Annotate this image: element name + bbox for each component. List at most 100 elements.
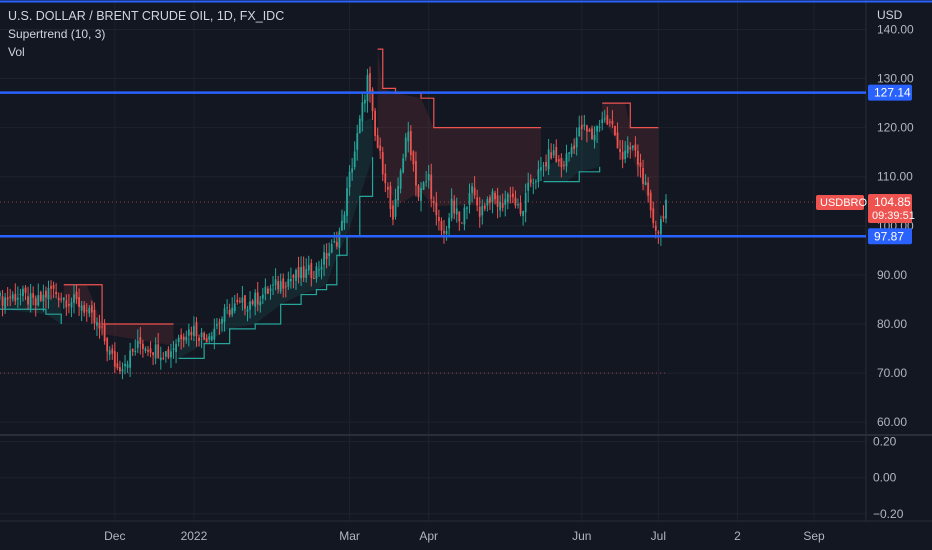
candle-body [460,222,463,224]
candle [27,286,29,310]
candle [649,189,652,218]
candle-body [537,169,540,182]
candle [295,268,297,290]
candle [583,114,586,131]
candle [512,186,514,204]
candle-body [409,130,412,156]
candle-body [415,160,417,186]
candle [631,145,634,151]
candle [346,176,348,224]
candle-body [147,349,149,352]
candle-body [435,202,438,216]
candle [578,115,581,137]
candle [606,106,609,125]
candle [351,157,354,181]
candle-body [494,192,496,200]
supertrend-line [602,102,659,129]
candle [415,151,417,197]
candle [193,316,195,342]
candle [341,209,343,231]
legend-title: U.S. DOLLAR / BRENT CRUDE OIL, 1D, FX_ID… [8,9,285,23]
candle-body [626,145,629,154]
candle [417,184,420,201]
candle [458,211,461,231]
candle-body [598,126,601,128]
candle [501,193,504,212]
candle-body [157,344,160,358]
candle-body [427,174,430,181]
candle [318,260,320,277]
candle [591,125,593,140]
legend-volume[interactable]: Vol [8,45,25,59]
candle-body [45,290,47,298]
candle-body [310,263,313,278]
candle [300,256,302,286]
candle-body [113,351,116,367]
candle-body [57,298,60,301]
candle [504,190,507,217]
candle [73,284,75,314]
candle [580,115,583,141]
candle-body [583,124,586,127]
candle-body [376,135,379,148]
candle [494,190,496,205]
candle [381,147,384,182]
candle [101,318,103,336]
candle-body [37,295,40,306]
candle-body [205,338,208,343]
candle-body [545,161,547,167]
candle [267,285,269,295]
candle [93,302,96,330]
candle [205,334,208,343]
candle [448,212,450,237]
candle-body [593,135,596,141]
price-tick-label: 140.00 [877,22,914,36]
candle [397,177,399,208]
candle [524,183,527,223]
candle-body [611,120,614,125]
candle [254,289,257,316]
candle [116,352,119,371]
candle-body [341,220,343,231]
candle [652,201,655,229]
candle [364,94,366,113]
candle [310,259,313,287]
candle [514,190,517,209]
candle [473,176,476,199]
candle-body [432,200,435,203]
legend-supertrend[interactable]: Supertrend (10, 3) [8,27,106,41]
candle [142,339,144,358]
candle-body [19,293,22,295]
candle-body [302,266,305,278]
candle-body [338,231,341,248]
candle-body [172,348,175,350]
candle [190,326,193,341]
candle [409,125,412,161]
osc-tick-label: 0.00 [873,471,897,485]
candle [134,339,137,356]
level-price-tag [868,228,912,245]
candle-body [272,284,274,286]
last-price-label: 104.85 [874,195,911,209]
candle [228,303,231,318]
candle-body [152,352,154,356]
candle-body [430,174,433,199]
candle [159,346,162,370]
candle-body [208,336,211,340]
candle-body [624,150,627,160]
candle [272,275,274,295]
candle [356,124,359,161]
candle-body [483,205,486,209]
candle-body [261,294,264,299]
candle [489,194,491,211]
candle-body [52,285,55,289]
candle [338,227,341,257]
candle-body [241,297,244,303]
candle [476,189,479,212]
candle-body [218,322,221,324]
candle-body [560,157,563,168]
candle [305,258,308,283]
supertrend-line [63,284,174,325]
candle-body [486,199,489,206]
